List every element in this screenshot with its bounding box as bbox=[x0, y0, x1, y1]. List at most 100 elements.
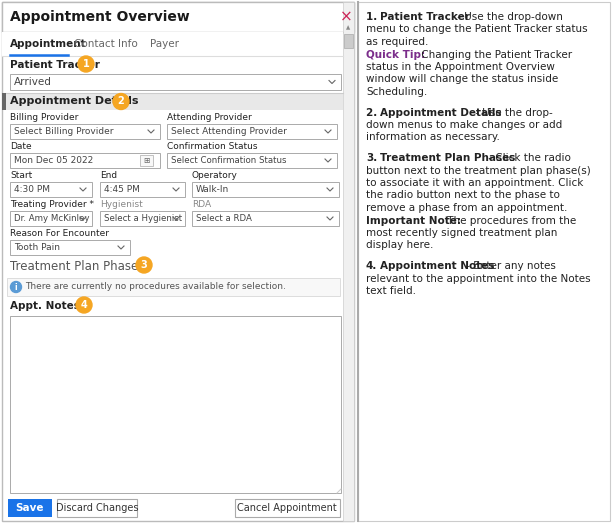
Text: window will change the status inside: window will change the status inside bbox=[366, 74, 558, 85]
Bar bbox=[192, 211, 339, 226]
Bar bbox=[343, 2, 354, 521]
Bar bbox=[10, 211, 92, 226]
Text: Start: Start bbox=[10, 171, 32, 180]
Bar bbox=[192, 182, 339, 197]
Bar bbox=[10, 316, 341, 493]
Text: 4:45 PM: 4:45 PM bbox=[104, 185, 140, 194]
Bar bbox=[140, 155, 153, 166]
Bar bbox=[2, 2, 354, 521]
Bar bbox=[8, 499, 52, 517]
Text: Hygienist: Hygienist bbox=[100, 200, 143, 209]
Text: - Click the radio: - Click the radio bbox=[485, 153, 571, 163]
Text: menu to change the Patient Tracker status: menu to change the Patient Tracker statu… bbox=[366, 25, 588, 35]
Text: Scheduling.: Scheduling. bbox=[366, 87, 427, 97]
Text: remove a phase from an appointment.: remove a phase from an appointment. bbox=[366, 203, 567, 213]
Text: 2.: 2. bbox=[366, 108, 381, 118]
Bar bbox=[167, 153, 337, 168]
Text: most recently signed treatment plan: most recently signed treatment plan bbox=[366, 228, 558, 238]
Text: Select Confirmation Status: Select Confirmation Status bbox=[171, 156, 286, 165]
Text: - Use the drop-: - Use the drop- bbox=[472, 108, 553, 118]
Text: Appt. Notes:: Appt. Notes: bbox=[10, 301, 84, 311]
Text: The procedures from the: The procedures from the bbox=[444, 215, 577, 225]
Bar bbox=[235, 499, 340, 517]
Text: Select Attending Provider: Select Attending Provider bbox=[171, 127, 287, 136]
Bar bbox=[10, 182, 92, 197]
Text: Treatment Plan Phases: Treatment Plan Phases bbox=[380, 153, 515, 163]
Text: Appointment Notes: Appointment Notes bbox=[380, 261, 494, 271]
Text: Dr. Amy McKinley: Dr. Amy McKinley bbox=[14, 214, 89, 223]
Bar bbox=[7, 278, 340, 296]
Text: Tooth Pain: Tooth Pain bbox=[14, 243, 60, 252]
Text: Cancel Appointment: Cancel Appointment bbox=[237, 503, 337, 513]
Bar bbox=[2, 93, 6, 110]
Text: 4: 4 bbox=[81, 300, 88, 310]
Text: Select a Hygienist: Select a Hygienist bbox=[104, 214, 182, 223]
Text: status in the Appointment Overview: status in the Appointment Overview bbox=[366, 62, 555, 72]
Text: Select a RDA: Select a RDA bbox=[196, 214, 252, 223]
Circle shape bbox=[76, 297, 92, 313]
Bar bbox=[2, 93, 343, 110]
Text: Payer: Payer bbox=[150, 39, 179, 49]
Text: display here.: display here. bbox=[366, 241, 433, 251]
Text: ▲: ▲ bbox=[346, 26, 351, 30]
Bar bbox=[10, 74, 341, 90]
Text: button next to the treatment plan phase(s): button next to the treatment plan phase(… bbox=[366, 165, 591, 176]
Text: 2: 2 bbox=[118, 97, 124, 107]
Text: Date: Date bbox=[10, 142, 32, 151]
Bar bbox=[57, 499, 137, 517]
Text: There are currently no procedures available for selection.: There are currently no procedures availa… bbox=[25, 282, 286, 291]
Text: - Enter any notes: - Enter any notes bbox=[463, 261, 556, 271]
Text: Patient Tracker: Patient Tracker bbox=[10, 60, 100, 70]
Bar bbox=[10, 240, 130, 255]
Bar bbox=[2, 2, 354, 32]
Circle shape bbox=[78, 56, 94, 72]
Text: - Use the drop-down: - Use the drop-down bbox=[454, 12, 563, 22]
Bar bbox=[358, 2, 610, 521]
Text: 1.: 1. bbox=[366, 12, 381, 22]
Bar bbox=[344, 34, 353, 48]
Text: End: End bbox=[100, 171, 117, 180]
Bar bbox=[10, 153, 160, 168]
Text: 3: 3 bbox=[141, 260, 147, 270]
Text: text field.: text field. bbox=[366, 286, 416, 296]
Bar bbox=[10, 124, 160, 139]
Text: Appointment Details: Appointment Details bbox=[380, 108, 501, 118]
Text: as required.: as required. bbox=[366, 37, 428, 47]
Text: Mon Dec 05 2022: Mon Dec 05 2022 bbox=[14, 156, 93, 165]
Text: Treating Provider *: Treating Provider * bbox=[10, 200, 94, 209]
Text: Changing the Patient Tracker: Changing the Patient Tracker bbox=[418, 50, 572, 60]
Text: information as necessary.: information as necessary. bbox=[366, 132, 500, 142]
Text: Operatory: Operatory bbox=[192, 171, 238, 180]
Text: Arrived: Arrived bbox=[14, 77, 52, 87]
Text: Appointment Details: Appointment Details bbox=[10, 97, 138, 107]
Bar bbox=[100, 182, 185, 197]
Text: Treatment Plan Phases: Treatment Plan Phases bbox=[10, 260, 144, 273]
Circle shape bbox=[10, 281, 21, 292]
Text: Appointment: Appointment bbox=[10, 39, 87, 49]
Text: Attending Provider: Attending Provider bbox=[167, 113, 252, 122]
Text: Confirmation Status: Confirmation Status bbox=[167, 142, 258, 151]
Text: 4.: 4. bbox=[366, 261, 378, 271]
Bar bbox=[2, 32, 343, 56]
Circle shape bbox=[113, 94, 129, 109]
Text: Important Note:: Important Note: bbox=[366, 215, 461, 225]
Text: to associate it with an appointment. Click: to associate it with an appointment. Cli… bbox=[366, 178, 583, 188]
Text: Patient Tracker: Patient Tracker bbox=[380, 12, 470, 22]
Text: Select Billing Provider: Select Billing Provider bbox=[14, 127, 113, 136]
Text: Quick Tip:: Quick Tip: bbox=[366, 50, 425, 60]
Text: RDA: RDA bbox=[192, 200, 211, 209]
Text: i: i bbox=[15, 282, 17, 291]
Text: Discard Changes: Discard Changes bbox=[56, 503, 138, 513]
Text: Save: Save bbox=[16, 503, 44, 513]
Text: relevant to the appointment into the Notes: relevant to the appointment into the Not… bbox=[366, 274, 591, 283]
Text: ⊞: ⊞ bbox=[143, 156, 149, 165]
Text: Reason For Encounter: Reason For Encounter bbox=[10, 229, 109, 238]
Text: Billing Provider: Billing Provider bbox=[10, 113, 78, 122]
Text: Contact Info: Contact Info bbox=[74, 39, 138, 49]
Bar bbox=[100, 211, 185, 226]
Text: the radio button next to the phase to: the radio button next to the phase to bbox=[366, 190, 560, 200]
Text: Appointment Overview: Appointment Overview bbox=[10, 10, 190, 24]
Text: 3.: 3. bbox=[366, 153, 377, 163]
Text: 4:30 PM: 4:30 PM bbox=[14, 185, 50, 194]
Text: 1: 1 bbox=[83, 59, 89, 69]
